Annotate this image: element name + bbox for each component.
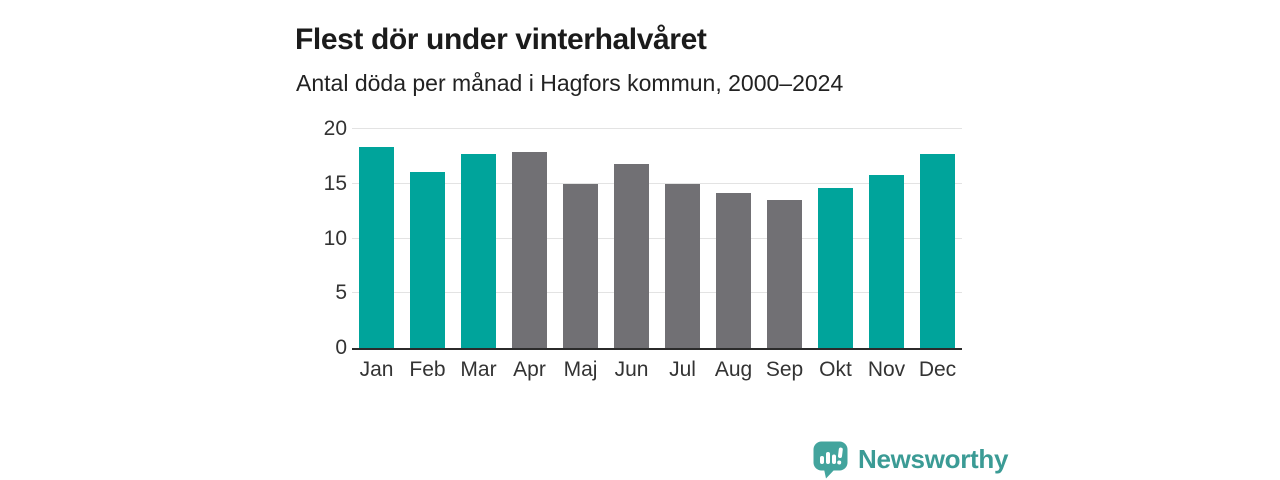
bar-maj	[563, 183, 598, 348]
bar-mar	[461, 154, 496, 348]
y-tick-label: 20	[323, 117, 347, 140]
bars	[352, 129, 962, 348]
x-tick-label: Nov	[867, 358, 906, 381]
x-tick-label: Jul	[669, 358, 696, 381]
bar-nov	[869, 175, 904, 348]
x-tick-label: Jun	[614, 358, 649, 381]
x-tick-label: Feb	[409, 358, 446, 381]
x-tick-label: Maj	[563, 358, 598, 381]
bar-dec	[920, 154, 955, 348]
x-tick-label: Dec	[918, 358, 957, 381]
newsworthy-logo-text: Newsworthy	[858, 444, 1009, 474]
gridline	[352, 237, 962, 239]
newsworthy-logo[interactable]: Newsworthy	[812, 440, 1008, 479]
bar-jan	[359, 146, 394, 348]
gridline	[352, 128, 962, 129]
bar-jul	[665, 183, 700, 348]
x-tick-label: Mar	[460, 358, 497, 381]
x-tick-label: Aug	[714, 358, 753, 381]
gridlines	[352, 128, 962, 348]
bar-sep	[767, 200, 802, 348]
bar-jun	[614, 164, 649, 348]
x-tick-label: Jan	[359, 358, 394, 381]
gridline	[352, 292, 962, 294]
bar-feb	[410, 171, 445, 348]
x-tick-label: Apr	[513, 358, 546, 381]
x-tick-label: Sep	[765, 358, 804, 381]
bar-aug	[716, 192, 751, 348]
bar-okt	[818, 188, 853, 348]
bar-apr	[512, 152, 547, 348]
y-tick-label: 10	[323, 226, 347, 250]
x-axis: Jan Feb Mar Apr Maj Jun Jul Aug Sep Okt Nov Dec	[352, 358, 962, 382]
y-axis: 0 5 10 15 20	[285, 117, 347, 359]
y-tick-label: 5	[335, 281, 347, 305]
newsworthy-logo-icon	[813, 441, 848, 479]
gridline	[352, 182, 962, 184]
plot-area	[352, 128, 962, 350]
chart-title: Flest dör under vinterhalvåret	[295, 23, 707, 57]
x-tick-label: Okt	[819, 358, 852, 381]
y-tick-label: 0	[335, 336, 347, 359]
chart-subtitle: Antal döda per månad i Hagfors kommun, 2…	[296, 70, 844, 96]
y-tick-label: 15	[323, 171, 347, 195]
